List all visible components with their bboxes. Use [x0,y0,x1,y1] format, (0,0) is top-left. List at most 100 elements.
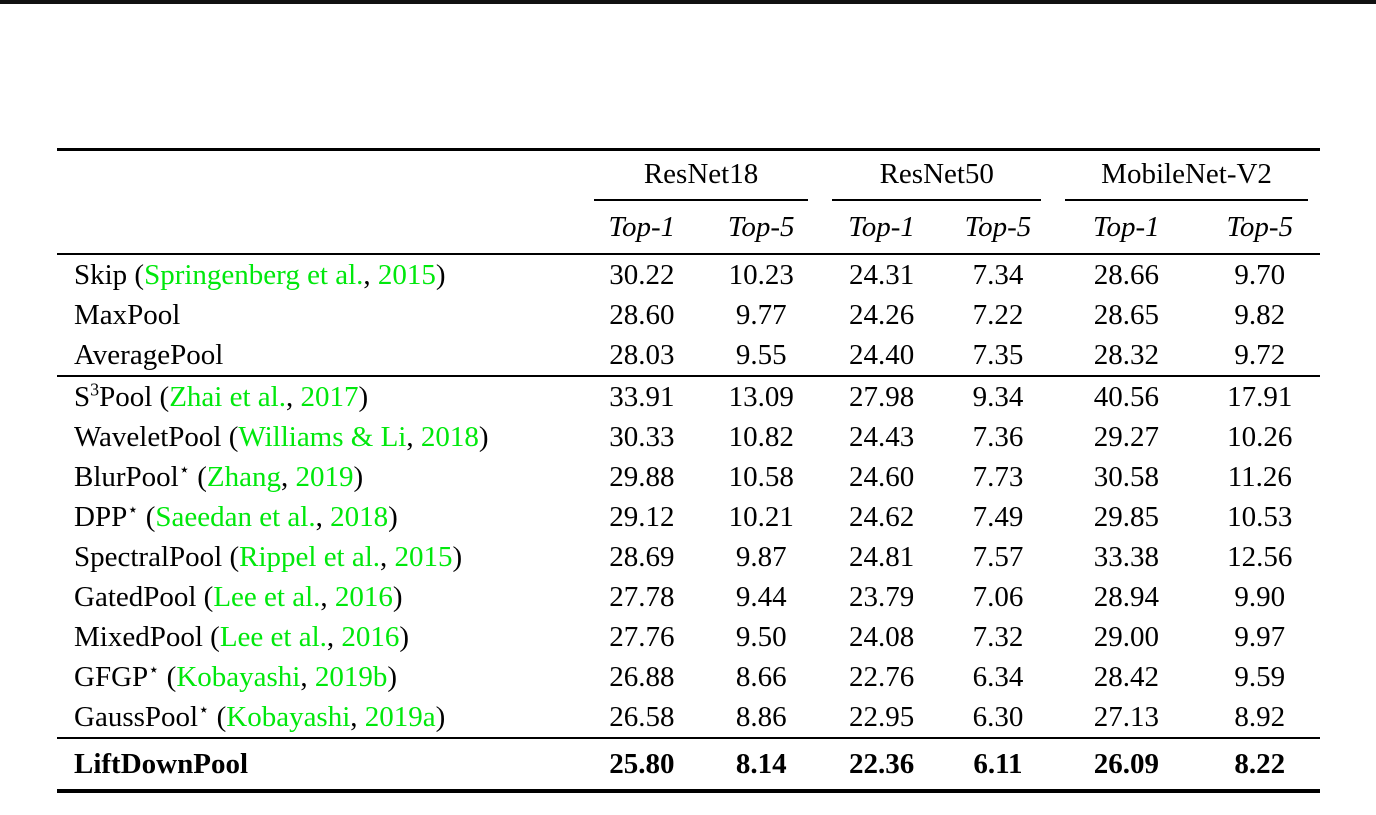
table-row: GatedPool (Lee et al., 2016) 27.78 9.44 23.… [57,577,1320,617]
value-cell: 29.27 [1093,420,1159,453]
metric-header-mobilenet-v2-top-5: Top-5 [1226,210,1294,243]
value-cell: 6.30 [972,700,1024,733]
table-section-3: LiftDownPool 25.80 8.14 22.36 6.11 26.09 8.22 [57,738,1320,791]
method-name-text: ) [392,580,403,613]
value-cell: 7.35 [972,338,1024,371]
metric-header-mobilenet-v2-top-1: Top-1 [1093,210,1160,243]
value-cell: 24.31 [848,258,915,291]
table-row: DPP⋆ (Saeedan et al., 2018) 29.12 10.21 24.… [57,497,1320,537]
value-cell: 7.22 [972,298,1024,331]
value-cell: 9.90 [1234,580,1286,613]
citation-link[interactable]: Lee et al. [219,620,327,653]
value-cell: 8.66 [735,660,787,693]
value-cell: 7.57 [972,540,1024,573]
citation-link[interactable]: 2015 [377,258,436,291]
citation-link[interactable]: 2017 [300,380,359,413]
value-cell: 30.58 [1093,460,1159,493]
method-cell: MixedPool (Lee et al., 2016) [57,617,582,657]
value-cell: 8.86 [735,700,787,733]
value-cell: 9.87 [735,540,787,573]
value-cell: 30.33 [609,420,675,453]
method-cell: SpectralPool (Rippel et al., 2015) [57,537,582,577]
value-cell: 9.59 [1234,660,1286,693]
value-cell: 25.80 [609,747,675,780]
value-cell: 28.69 [609,540,675,573]
value-cell: 9.70 [1234,258,1286,291]
value-cell: 8.22 [1234,747,1286,780]
method-name-text: , [350,700,365,733]
method-column-spacer [57,150,582,202]
value-cell: 10.21 [728,500,794,533]
citation-link[interactable]: Zhang [206,460,282,493]
group-header-label: ResNet50 [879,158,994,190]
citation-link[interactable]: 2016 [334,580,393,613]
citation-link[interactable]: Williams & Li [238,420,407,453]
table-row: WaveletPool (Williams & Li, 2018) 30.33 10… [57,417,1320,457]
value-cell: 28.94 [1093,580,1159,613]
value-cell: 9.97 [1234,620,1286,653]
value-cell: 40.56 [1093,380,1159,413]
value-cell: 8.14 [735,747,787,780]
value-cell: 22.36 [848,747,915,780]
value-cell: 28.65 [1093,298,1159,331]
table-row: SpectralPool (Rippel et al., 2015) 28.69 9… [57,537,1320,577]
method-name-text: ) [435,700,446,733]
value-cell: 29.00 [1093,620,1159,653]
citation-link[interactable]: 2016 [341,620,400,653]
group-underline-rule [1065,199,1308,201]
value-cell: 17.91 [1227,380,1293,413]
value-cell: 9.55 [735,338,787,371]
citation-link[interactable]: 2018 [420,420,479,453]
method-name-text: , [320,580,335,613]
value-cell: 9.44 [735,580,787,613]
citation-link[interactable]: Lee et al. [213,580,321,613]
method-name-text: ) [353,460,364,493]
citation-link[interactable]: Springenberg et al. [144,258,364,291]
page-top-rule [0,0,1376,4]
method-cell: WaveletPool (Williams & Li, 2018) [57,417,582,457]
group-header-label: MobileNet-V2 [1101,158,1272,190]
value-cell: 28.66 [1093,258,1159,291]
citation-link[interactable]: Zhai et al. [169,380,286,413]
table-row: GFGP⋆ (Kobayashi, 2019b) 26.88 8.66 22.76 6.… [57,657,1320,697]
metric-header-row: Top-1 Top-5 Top-1 Top-5 Top-1 Top-5 [57,201,1320,254]
citation-link[interactable]: 2019a [364,700,436,733]
method-name-text: GatedPool ( [74,580,214,613]
table-row: LiftDownPool 25.80 8.14 22.36 6.11 26.09 8.22 [57,738,1320,791]
method-cell: MaxPool [57,295,582,335]
method-cell: AveragePool [57,335,582,376]
citation-link[interactable]: 2018 [330,500,389,533]
group-header-mobilenet-v2: MobileNet-V2 [1053,150,1320,201]
value-cell: 22.95 [848,700,915,733]
citation-link[interactable]: 2019 [295,460,354,493]
value-cell: 30.22 [609,258,675,291]
method-name-text: ) [388,500,398,533]
method-name-text: ( [209,700,227,733]
metric-header-resnet18-top-5: Top-5 [727,210,795,243]
citation-link[interactable]: Rippel et al. [239,540,381,573]
table-section-1: Skip (Springenberg et al., 2015) 30.22 10.… [57,254,1320,376]
value-cell: 7.73 [972,460,1024,493]
table-section-2: S3Pool (Zhai et al., 2017) 33.91 13.09 27.9… [57,376,1320,738]
method-name-text: ) [399,620,410,653]
citation-link[interactable]: Saeedan et al. [155,500,316,533]
method-name-text: Skip ( [74,258,145,291]
method-name-text: ( [190,460,207,493]
metric-header-resnet50-top-1: Top-1 [848,210,915,243]
value-cell: 7.34 [972,258,1024,291]
method-superscript: 3 [90,378,100,399]
method-name-text: , [315,500,331,533]
citation-link[interactable]: 2015 [394,540,453,573]
method-superscript: ⋆ [127,498,139,519]
method-name-text: ) [478,420,489,453]
method-name-text: WaveletPool ( [74,420,239,453]
value-cell: 9.34 [972,380,1024,413]
value-cell: 9.50 [735,620,787,653]
value-cell: 7.06 [972,580,1024,613]
citation-link[interactable]: Kobayashi [226,700,351,733]
group-header-label: ResNet18 [643,158,759,190]
method-name-text: MaxPool [74,298,181,331]
method-name-text: ) [435,258,446,291]
citation-link[interactable]: Kobayashi [176,660,301,693]
citation-link[interactable]: 2019b [314,660,388,693]
